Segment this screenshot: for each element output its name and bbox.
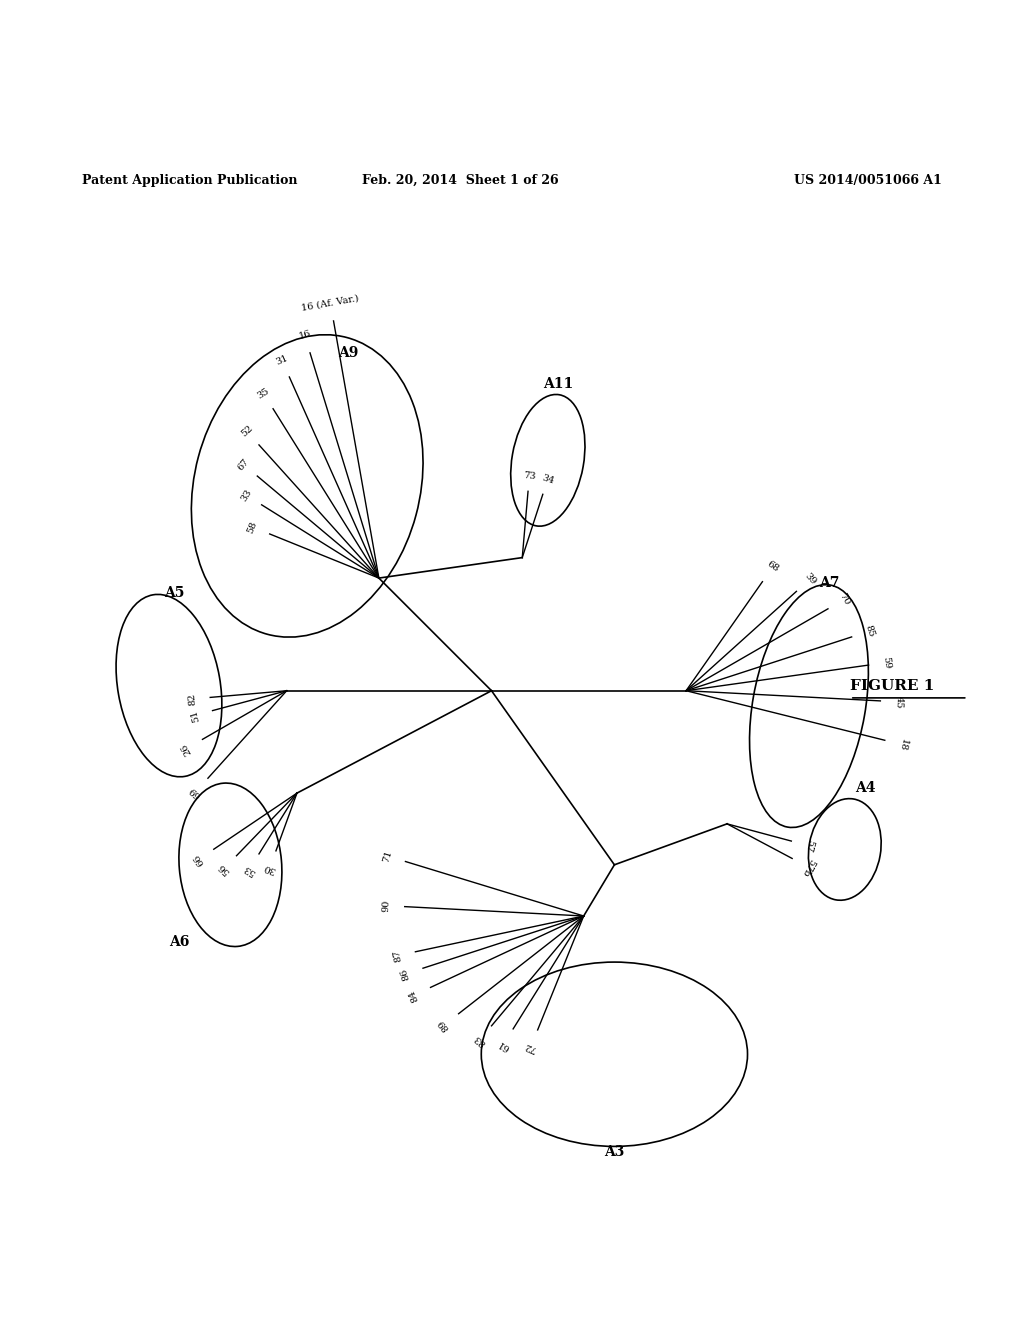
Text: 59: 59 [882,656,892,669]
Text: A9: A9 [338,346,358,360]
Text: Feb. 20, 2014  Sheet 1 of 26: Feb. 20, 2014 Sheet 1 of 26 [362,174,559,186]
Text: 31: 31 [274,354,290,367]
Text: 58: 58 [246,520,259,535]
Text: A3: A3 [604,1144,625,1159]
Text: 18: 18 [897,738,908,752]
Text: 39: 39 [803,572,817,586]
Text: 53: 53 [242,862,257,876]
Text: A6: A6 [169,935,189,949]
Text: 57b: 57b [800,857,817,878]
Text: 30: 30 [262,862,278,875]
Text: 90: 90 [382,899,391,912]
Text: A7: A7 [819,577,840,590]
Text: 16: 16 [297,329,312,342]
Text: 67: 67 [236,457,251,471]
Text: 51: 51 [188,709,201,722]
Text: 45: 45 [894,696,903,709]
Text: 69: 69 [188,784,203,800]
Text: 70: 70 [837,591,851,607]
Text: 83: 83 [472,1032,487,1047]
Text: 56: 56 [216,862,231,876]
Text: US 2014/0051066 A1: US 2014/0051066 A1 [795,174,942,186]
Text: 52: 52 [239,424,254,438]
Text: 73: 73 [523,471,536,480]
Text: 61: 61 [496,1038,511,1052]
Text: 68: 68 [765,560,780,574]
Text: 82: 82 [186,693,197,706]
Text: 72: 72 [523,1040,539,1053]
Text: 34: 34 [541,474,555,486]
Text: 57: 57 [803,838,815,853]
Text: 89: 89 [437,1018,452,1032]
Text: 86: 86 [399,966,412,981]
Text: 71: 71 [382,849,394,863]
Text: FIGURE 1: FIGURE 1 [850,678,934,693]
Text: 84: 84 [408,987,421,1003]
Text: A5: A5 [164,586,184,601]
Text: 87: 87 [392,949,403,962]
Text: 26: 26 [179,741,194,756]
Text: 85: 85 [863,624,876,639]
Text: 33: 33 [239,487,253,503]
Text: 35: 35 [256,385,271,400]
Text: 66: 66 [191,851,206,867]
Text: Patent Application Publication: Patent Application Publication [82,174,297,186]
Text: A4: A4 [855,781,876,795]
Text: 16 (Af. Var.): 16 (Af. Var.) [301,293,359,313]
Text: A11: A11 [543,376,573,391]
